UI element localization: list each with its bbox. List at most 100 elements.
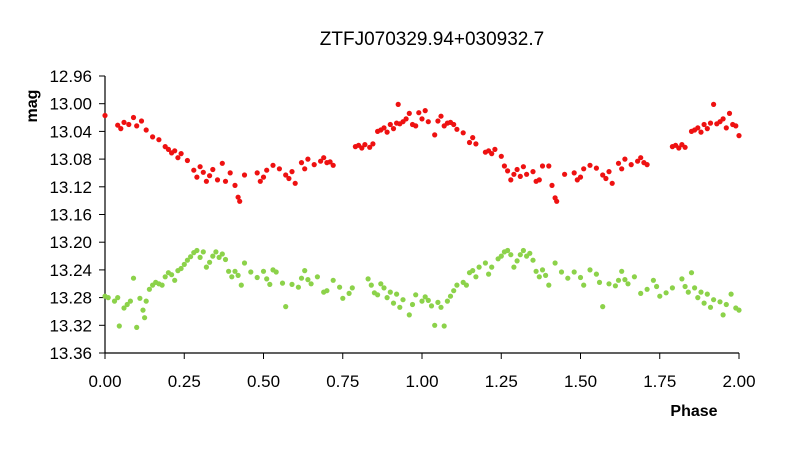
data-point-series-1 [175, 155, 181, 161]
data-point-series-2 [130, 275, 137, 281]
data-point-series-1 [138, 118, 145, 124]
y-tick-label: 13.36 [49, 344, 92, 363]
data-point-series-2 [682, 283, 688, 290]
data-point-series-1 [606, 169, 612, 175]
data-point-series-1 [330, 162, 336, 168]
data-point-series-1 [200, 169, 206, 175]
data-point-series-2 [279, 280, 286, 286]
data-point-series-1 [197, 164, 203, 170]
data-point-series-2 [273, 269, 279, 275]
x-tick-label: 1.00 [405, 372, 438, 391]
data-point-series-1 [577, 174, 584, 180]
data-point-series-1 [587, 162, 593, 168]
data-point-series-2 [625, 281, 631, 287]
data-point-series-2 [688, 270, 695, 276]
data-point-series-2 [508, 252, 514, 258]
data-point-series-2 [406, 312, 412, 318]
data-point-series-2 [400, 297, 406, 303]
data-point-series-2 [728, 291, 734, 297]
data-point-series-2 [207, 259, 213, 265]
data-point-series-1 [704, 126, 710, 132]
x-tick-label: 2.00 [722, 372, 755, 391]
data-point-series-1 [701, 121, 707, 128]
data-point-series-2 [476, 264, 482, 270]
data-point-series-2 [384, 295, 390, 301]
data-point-series-2 [295, 284, 301, 290]
data-point-series-2 [143, 298, 149, 304]
data-point-series-1 [403, 116, 409, 122]
data-point-series-1 [143, 127, 149, 133]
data-point-series-1 [283, 172, 289, 178]
data-point-series-2 [539, 267, 546, 273]
data-point-series-1 [232, 182, 238, 188]
data-point-series-1 [562, 171, 568, 177]
x-tick-label: 1.50 [564, 372, 597, 391]
data-point-series-2 [349, 285, 355, 291]
data-point-series-1 [237, 198, 243, 204]
data-point-series-1 [390, 126, 397, 132]
data-point-series-1 [156, 137, 162, 143]
data-point-series-2 [340, 295, 346, 301]
data-point-series-1 [644, 162, 650, 168]
data-point-series-2 [105, 295, 111, 301]
data-point-series-2 [235, 272, 241, 278]
data-point-series-2 [701, 300, 707, 306]
data-point-series-1 [619, 166, 625, 172]
data-point-series-1 [227, 170, 233, 176]
data-point-series-1 [384, 129, 390, 135]
data-point-series-2 [219, 251, 225, 257]
data-point-series-2 [188, 254, 194, 260]
data-point-series-2 [571, 269, 577, 275]
data-point-series-2 [650, 277, 657, 283]
data-point-series-2 [444, 298, 450, 304]
data-point-series-2 [685, 289, 691, 295]
data-point-series-1 [473, 141, 479, 147]
data-point-series-2 [717, 299, 723, 305]
data-point-series-2 [390, 300, 397, 306]
data-point-series-1 [121, 119, 127, 125]
data-point-series-2 [454, 282, 460, 288]
data-point-series-1 [549, 182, 555, 188]
data-point-series-2 [222, 256, 229, 263]
data-point-series-1 [118, 126, 124, 132]
data-point-series-2 [552, 260, 558, 266]
data-point-series-1 [498, 153, 504, 159]
data-point-series-1 [622, 156, 628, 162]
data-point-series-2 [289, 281, 295, 287]
data-point-series-1 [511, 171, 517, 177]
data-point-series-1 [698, 129, 704, 135]
data-point-series-1 [546, 163, 552, 169]
data-point-series-1 [276, 166, 282, 172]
data-point-series-2 [378, 281, 384, 287]
data-point-series-1 [292, 180, 298, 186]
data-point-series-1 [241, 172, 248, 178]
data-point-series-1 [387, 121, 393, 128]
data-point-series-1 [254, 170, 260, 176]
data-point-series-2 [720, 312, 726, 318]
data-point-series-2 [638, 290, 644, 296]
data-point-series-1 [460, 130, 466, 136]
data-point-series-1 [327, 159, 333, 165]
data-point-series-2 [159, 282, 165, 288]
data-point-series-2 [387, 289, 393, 295]
data-point-series-2 [330, 277, 336, 283]
data-point-series-2 [486, 271, 492, 277]
data-point-series-2 [527, 250, 533, 256]
data-point-series-2 [707, 304, 714, 310]
data-point-series-1 [720, 116, 726, 122]
data-point-series-2 [505, 247, 511, 254]
data-point-series-1 [571, 170, 577, 176]
data-point-series-1 [150, 134, 156, 140]
data-point-series-2 [428, 303, 435, 309]
x-tick-label: 0.25 [168, 372, 201, 391]
data-point-series-1 [264, 167, 270, 173]
data-point-series-2 [511, 264, 517, 270]
x-tick-label: 1.25 [485, 372, 518, 391]
data-point-series-1 [514, 166, 520, 173]
data-point-series-1 [260, 174, 267, 180]
data-point-series-2 [124, 301, 130, 308]
data-point-series-2 [375, 292, 381, 298]
data-point-series-2 [203, 264, 209, 270]
data-point-series-1 [289, 169, 295, 175]
data-point-series-2 [644, 286, 650, 292]
